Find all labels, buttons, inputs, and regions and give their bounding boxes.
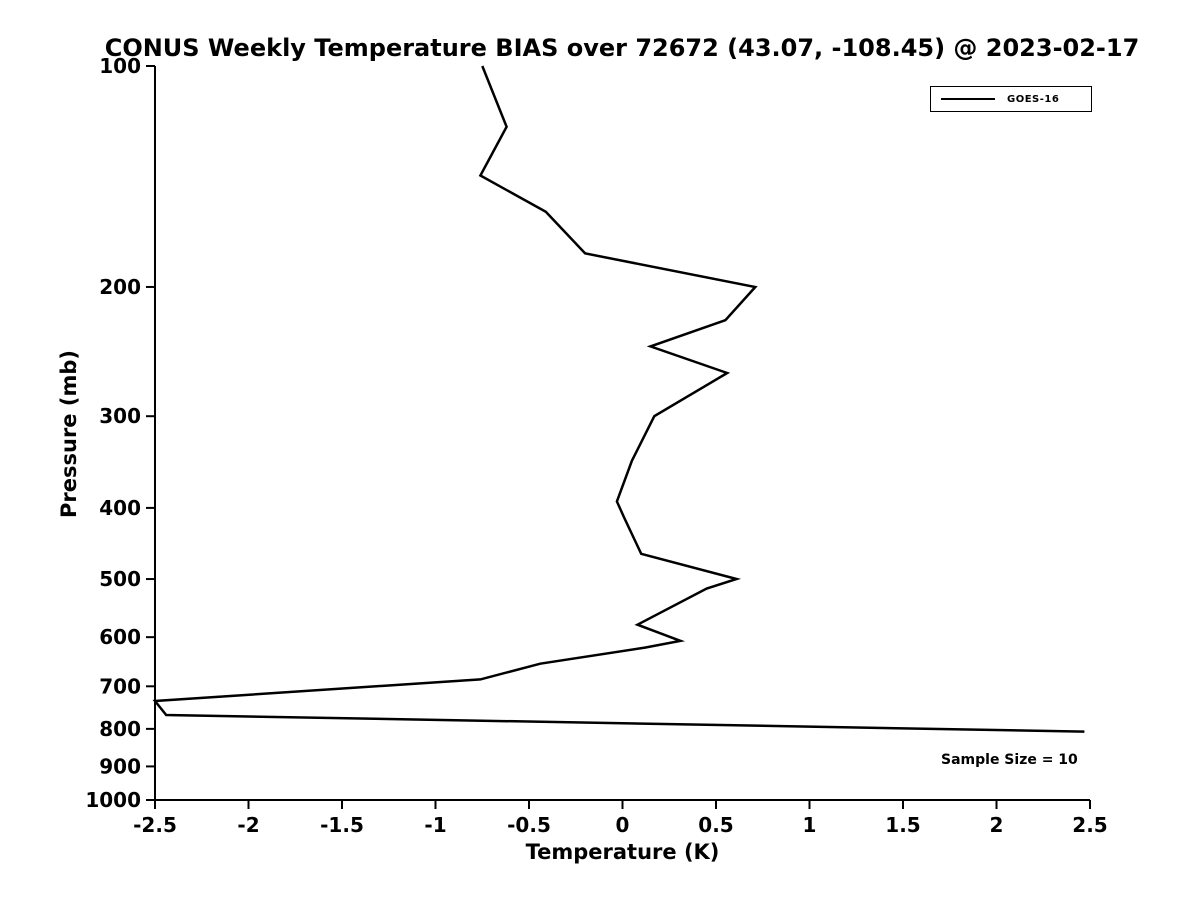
- x-tick-label: 2: [990, 813, 1004, 837]
- x-tick-label: 0.5: [698, 813, 733, 837]
- x-tick-label: -2: [237, 813, 259, 837]
- y-tick-label: 900: [99, 754, 141, 778]
- legend-label: GOES-16: [1007, 93, 1060, 105]
- y-tick-label: 600: [99, 625, 141, 649]
- sample-size-annotation: Sample Size = 10: [941, 752, 1078, 768]
- goes16-bias-line: [152, 65, 1085, 733]
- x-tick-label: 1: [803, 813, 817, 837]
- x-axis-label: Temperature (K): [525, 840, 720, 864]
- x-tick-label: 0: [616, 813, 630, 837]
- x-tick-label: -1: [424, 813, 446, 837]
- y-tick-label: 100: [99, 54, 141, 78]
- y-tick-label: 500: [99, 567, 141, 591]
- x-tick-label: 2.5: [1072, 813, 1107, 837]
- y-tick-label: 700: [99, 674, 141, 698]
- y-tick-label: 1000: [85, 788, 141, 812]
- x-tick-label: -0.5: [507, 813, 551, 837]
- chart-title: CONUS Weekly Temperature BIAS over 72672…: [104, 34, 1140, 62]
- y-tick-label: 200: [99, 275, 141, 299]
- y-tick-label: 300: [99, 404, 141, 428]
- legend-line-sample-icon: [941, 98, 995, 100]
- x-tick-label: -2.5: [133, 813, 177, 837]
- y-tick-label: 400: [99, 496, 141, 520]
- x-tick-label: 1.5: [885, 813, 920, 837]
- legend: GOES-16: [930, 86, 1092, 112]
- x-tick-label: -1.5: [320, 813, 364, 837]
- y-tick-label: 800: [99, 717, 141, 741]
